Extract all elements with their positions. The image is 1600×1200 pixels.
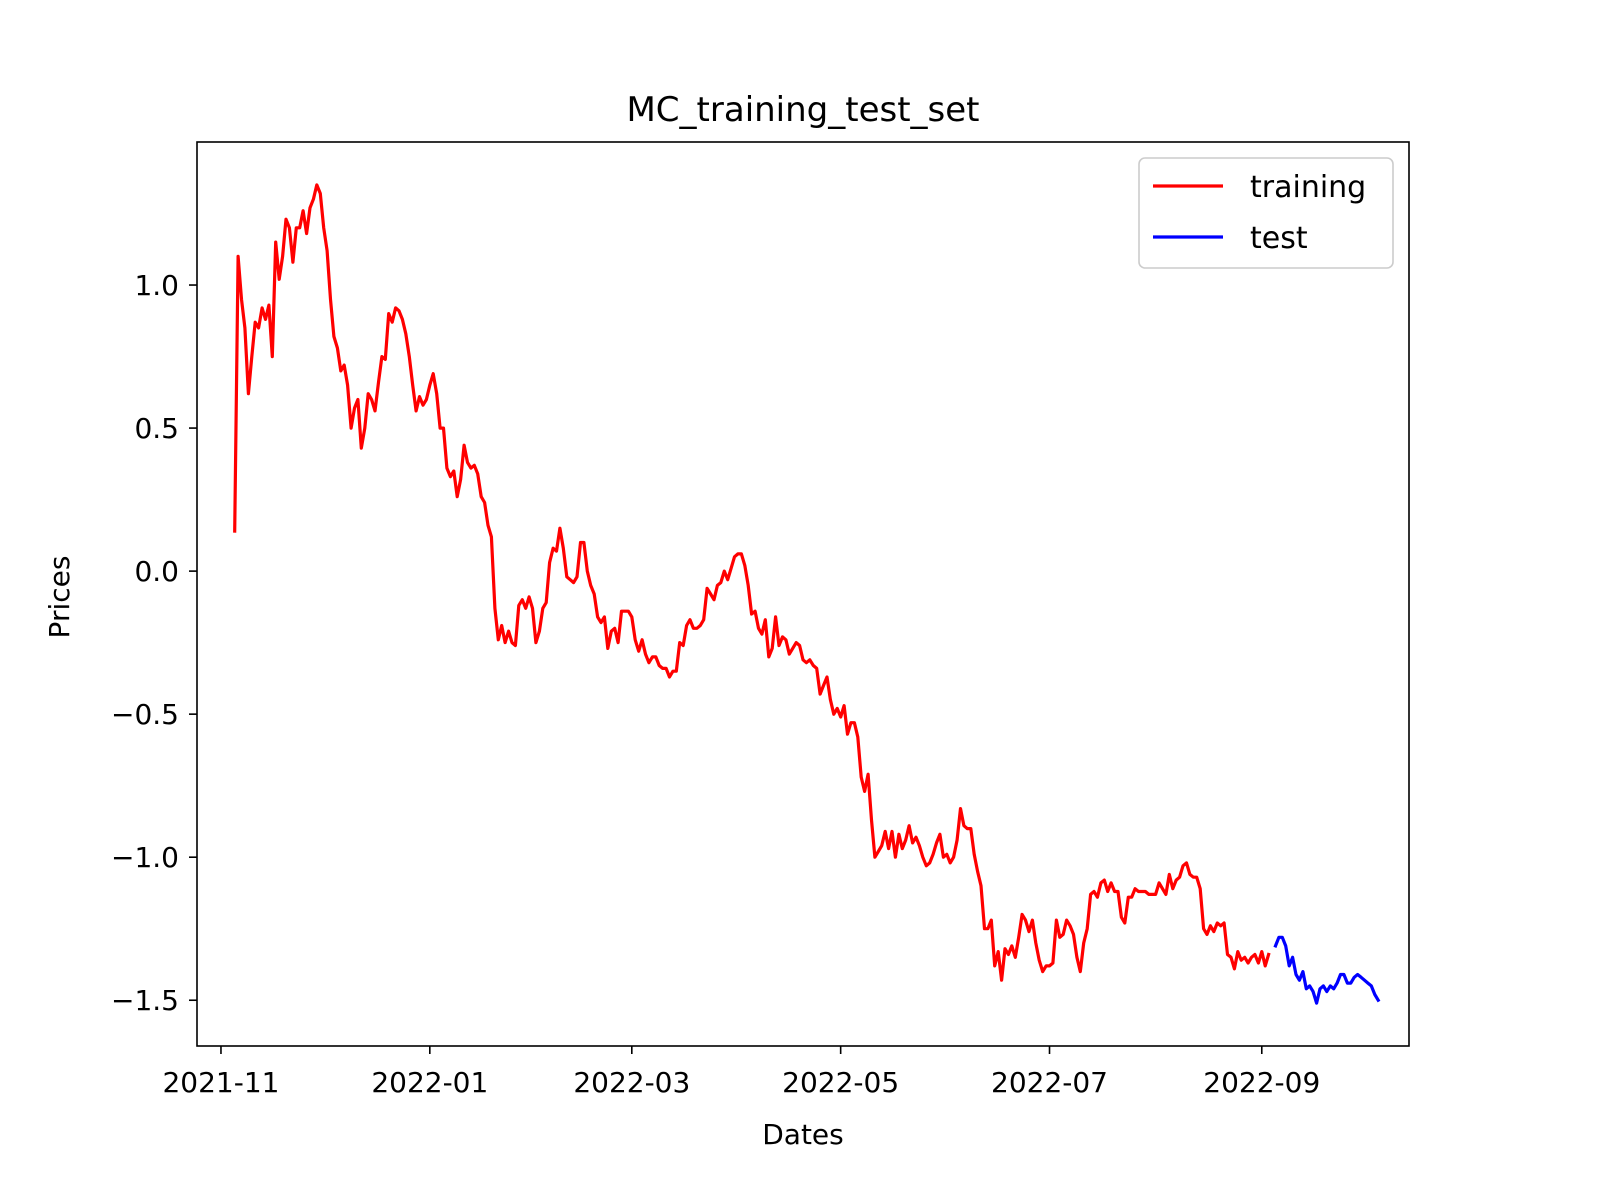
x-tick-label: 2022-07 xyxy=(991,1066,1108,1099)
plot-frame xyxy=(196,141,1410,1047)
x-axis: 2021-11 2022-01 2022-03 2022-05 2022-07 2022-… xyxy=(162,1046,1320,1099)
y-axis-label: Prices xyxy=(43,556,76,639)
x-axis-label: Dates xyxy=(762,1118,844,1151)
legend-label-test: test xyxy=(1250,221,1308,256)
y-tick-label: −1.0 xyxy=(111,841,179,874)
y-tick-label: −1.5 xyxy=(111,984,179,1017)
series-line-test xyxy=(1273,935,1381,1005)
x-tick-label: 2022-03 xyxy=(573,1066,690,1099)
legend: training test xyxy=(1138,157,1394,269)
legend-label-training: training xyxy=(1250,170,1366,205)
x-tick-label: 2022-01 xyxy=(371,1066,488,1099)
y-tick-label: 1.0 xyxy=(134,269,179,302)
x-tick-label: 2022-09 xyxy=(1203,1066,1320,1099)
x-tick-label: 2021-11 xyxy=(162,1066,279,1099)
x-tick-label: 2022-05 xyxy=(782,1066,899,1099)
chart-title: MC_training_test_set xyxy=(626,90,979,130)
plot-area xyxy=(196,141,1410,1047)
y-tick-label: −0.5 xyxy=(111,698,179,731)
series-layer xyxy=(233,183,1381,1005)
series-line-training xyxy=(233,183,1271,982)
y-tick-label: 0.5 xyxy=(134,412,179,445)
y-tick-label: 0.0 xyxy=(134,555,179,588)
y-axis: 1.0 0.5 0.0 −0.5 −1.0 −1.5 xyxy=(111,269,197,1017)
